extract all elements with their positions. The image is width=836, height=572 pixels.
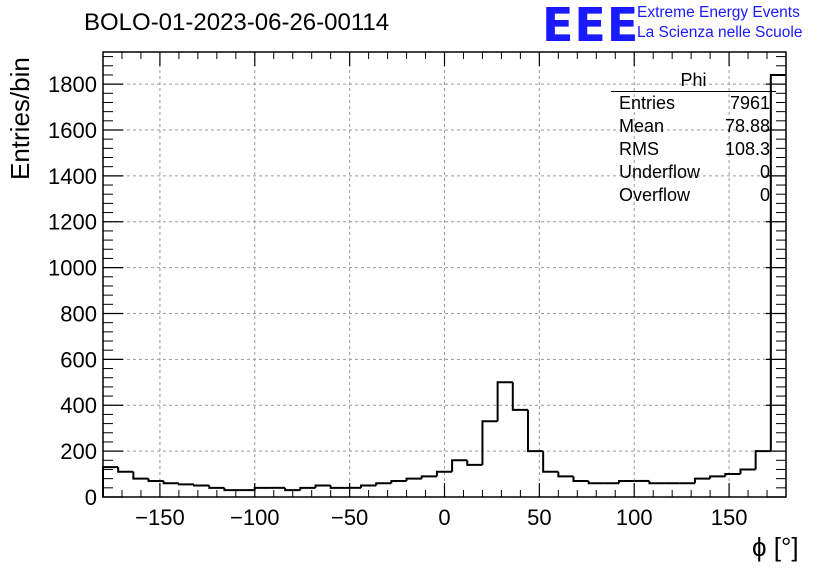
histogram-bin [147,478,164,482]
x-tick-label: −150 [135,505,185,530]
stats-label: Mean [619,116,665,136]
histogram-bin [769,73,786,452]
stats-box: Phi Entries 7961 Mean 78.88 RMS 108.3 Un… [611,70,776,207]
histogram-bin [435,470,453,477]
logo-caption: Extreme Energy Events La Scienza nelle S… [637,3,802,43]
histogram-bin [284,487,301,492]
y-tick-label: 1400 [48,164,97,189]
stats-value: 78.88 [724,116,770,136]
histogram-bin [693,477,711,484]
stats-label: Overflow [619,185,691,205]
logo-line-2: La Scienza nelle Scuole [637,24,803,41]
y-tick-label: 800 [60,301,97,326]
y-tick-label: 400 [60,393,97,418]
histogram-bin [360,484,377,488]
stats-row-mean: Mean 78.88 [611,115,776,138]
histogram-bin [223,487,240,492]
histogram-bin [299,486,316,491]
histogram-bin [451,459,468,472]
y-tick-label: 1800 [48,72,97,97]
histogram-bin [102,466,119,497]
histogram-bin [466,460,483,466]
histogram-bin [724,473,741,477]
histogram-bin [709,475,726,479]
x-axis-label: ϕ [°] [752,532,799,562]
histogram-bin [496,381,513,422]
histogram-bin [177,483,195,486]
grid-lines [103,52,786,497]
histogram-bin [618,479,635,484]
y-tick-label: 0 [85,485,97,510]
y-tick-label: 1200 [48,210,97,235]
histogram-bin [542,451,559,473]
x-tick-label: 100 [616,505,653,530]
stats-row-rms: RMS 108.3 [611,138,776,161]
histogram-bin [162,480,179,485]
stats-row-overflow: Overflow 0 [611,184,776,207]
histogram-bin [572,476,589,482]
histogram-bin [314,484,331,488]
histogram-bin [587,480,604,485]
histogram-bin [375,482,392,486]
y-tick-label: 600 [60,347,97,372]
histogram-bin [117,467,134,473]
histogram-bin [253,486,270,491]
axis-ticks [102,52,787,498]
histogram-bin [208,485,225,489]
histogram-bin [481,420,498,465]
x-tick-label: −100 [230,505,280,530]
stats-value: 7961 [729,93,770,113]
x-tick-label: 0 [438,505,450,530]
histogram-bin [405,477,422,481]
logo-line-1: Extreme Energy Events [637,4,800,21]
plot-frame [102,51,787,498]
histogram-bin [420,475,437,479]
histogram-bin [648,480,665,485]
stats-label: Underflow [619,162,701,182]
x-tick-label: −50 [331,505,368,530]
eee-logo: EEE [542,0,640,52]
y-tick-label: 1000 [48,256,97,281]
stats-title: Phi [611,70,776,92]
histogram-bin [511,382,528,411]
stats-row-underflow: Underflow 0 [611,161,776,184]
histogram-bin [557,471,574,478]
stats-label: RMS [619,139,659,159]
histogram-bin [132,471,149,480]
histogram-bin [329,485,346,489]
x-tick-label: 50 [527,505,551,530]
x-tick-label: 150 [711,505,748,530]
chart-title: BOLO-01-2023-06-26-00114 [84,9,390,36]
y-tick-label: 200 [60,439,97,464]
stats-row-entries: Entries 7961 [611,92,776,115]
stats-value: 0 [759,185,770,205]
stats-value: 0 [759,162,770,182]
histogram-bin [526,409,544,453]
y-axis-label: Entries/bin [5,57,35,180]
stats-value: 108.3 [724,139,770,159]
histogram-bin [739,468,756,475]
y-tick-label: 1600 [48,118,97,143]
histogram-bin [754,450,771,470]
tick-labels: −150 −100 −50 0 50 100 150 0 200 400 600 800 1000 120… [48,72,747,530]
stats-label: Entries [619,93,676,113]
histogram-bin [390,479,407,484]
histogram-bin [193,484,210,487]
histogram-bins [102,73,786,497]
